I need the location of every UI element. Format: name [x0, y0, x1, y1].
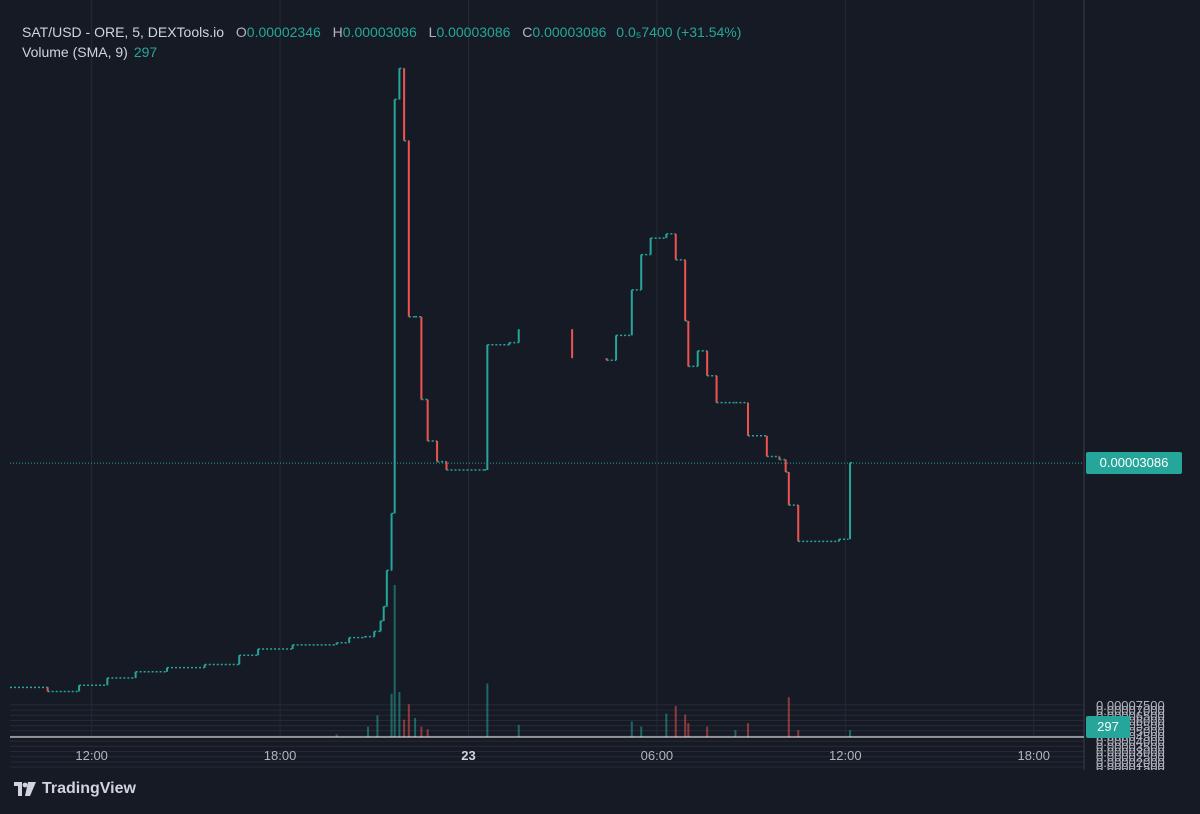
volume-bar [398, 692, 401, 737]
volume-indicator-value: 297 [133, 44, 158, 60]
volume-bar [486, 683, 489, 737]
volume-bar [849, 730, 852, 737]
volume-bar [420, 726, 423, 737]
volume-bar [684, 714, 687, 737]
tradingview-logo-icon [14, 782, 36, 796]
price-tick-label: 0.00003500 [1096, 739, 1165, 754]
volume-bar [517, 724, 520, 737]
ohlc-legend: SAT/USD - ORE, 5, DEXTools.io O0.0000234… [22, 22, 741, 42]
volume-bar [407, 704, 410, 737]
time-tick-label: 06:00 [641, 748, 674, 763]
volume-bar [746, 723, 749, 737]
volume-bar [674, 705, 677, 737]
volume-bar [665, 713, 668, 737]
volume-bar [390, 693, 393, 737]
tradingview-logo[interactable]: TradingView [14, 780, 136, 798]
open-label: O [235, 24, 247, 40]
price-tick-label: 0.00003000 [1096, 744, 1165, 759]
volume-bar [376, 715, 379, 737]
time-tick-label: 18:00 [1017, 748, 1050, 763]
high-label: H [332, 24, 343, 40]
high-value: 0.00003086 [342, 24, 417, 40]
close-label: C [522, 24, 533, 40]
price-candles [10, 67, 854, 693]
brand-name: TradingView [42, 780, 136, 797]
volume-bar [403, 719, 406, 737]
price-tick-label: 0.00007500 [1096, 698, 1165, 713]
open-value: 0.00002346 [246, 24, 321, 40]
volume-bar [706, 726, 709, 737]
volume-bar [335, 734, 338, 737]
volume-bar [426, 729, 429, 737]
price-tick-label: 0.00002000 [1096, 755, 1165, 770]
current-volume-badge: 297 [1086, 716, 1130, 738]
volume-bars [335, 585, 852, 737]
footer: TradingView [0, 770, 1200, 814]
price-change: 0.0₅7400 (+31.54%) [616, 24, 742, 40]
time-tick-label: 12:00 [829, 748, 862, 763]
volume-bar [393, 585, 396, 737]
volume-bar [367, 726, 369, 737]
low-value: 0.00003086 [436, 24, 511, 40]
close-value: 0.00003086 [532, 24, 607, 40]
time-axis-labels: 12:00 18:00 23 06:00 12:00 18:00 [75, 748, 1050, 763]
volume-bar [787, 697, 790, 737]
volume-bar [797, 730, 800, 737]
price-tick-label: 0.00002500 [1096, 750, 1165, 765]
low-label: L [428, 24, 437, 40]
volume-legend: Volume (SMA, 9) 297 [22, 42, 157, 62]
time-tick-label: 23 [461, 748, 475, 763]
volume-bar [630, 721, 633, 737]
symbol-title: SAT/USD - ORE, 5, DEXTools.io [22, 24, 225, 40]
volume-bar [734, 730, 737, 737]
time-tick-label: 18:00 [264, 748, 297, 763]
volume-bar [687, 723, 690, 737]
volume-indicator-label: Volume (SMA, 9) [22, 44, 128, 60]
time-tick-label: 12:00 [75, 748, 108, 763]
current-price-badge: 0.00003086 [1086, 452, 1182, 475]
price-tick-label: 0.00007000 [1096, 703, 1165, 718]
volume-bar [414, 718, 417, 737]
volume-bar [640, 726, 643, 737]
